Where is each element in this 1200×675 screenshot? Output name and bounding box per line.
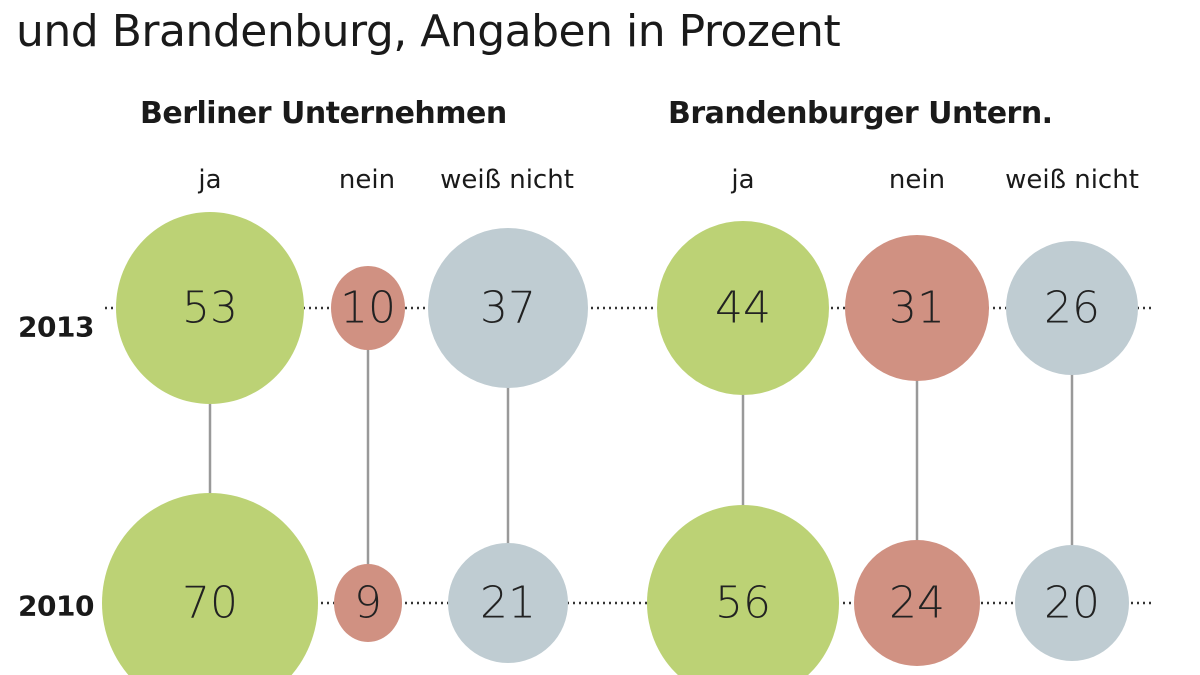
svg-text:53: 53 xyxy=(182,283,238,334)
column-label-brandenburg-weiss-nicht: weiß nicht xyxy=(1005,165,1139,195)
bubble-brandenburg-nein-2010: 24 xyxy=(854,540,980,666)
bubble-berlin-weiss-nicht-2010: 21 xyxy=(448,543,568,663)
bubble-berlin-ja-2013: 53 xyxy=(116,212,304,404)
column-label-berlin-ja: ja xyxy=(198,165,222,195)
bubble-berlin-ja-2010: 70 xyxy=(102,493,318,675)
svg-text:31: 31 xyxy=(889,283,945,334)
svg-text:10: 10 xyxy=(340,283,396,334)
chart-title: und Brandenburg, Angaben in Prozent xyxy=(16,6,841,57)
svg-text:56: 56 xyxy=(715,578,771,629)
year-label-2013: 2013 xyxy=(18,310,94,344)
bubble-brandenburg-ja-2013: 44 xyxy=(657,221,829,395)
bubble-brandenburg-weiss-nicht-2010: 20 xyxy=(1015,545,1129,661)
bubble-berlin-nein-2010: 9 xyxy=(334,564,402,642)
group-title-berlin: Berliner Unternehmen xyxy=(140,96,507,131)
bubble-brandenburg-nein-2013: 31 xyxy=(845,235,989,381)
column-label-berlin-nein: nein xyxy=(338,165,396,195)
group-title-brandenburg: Brandenburger Untern. xyxy=(668,96,1053,131)
column-label-brandenburg-nein: nein xyxy=(888,165,946,195)
svg-text:44: 44 xyxy=(715,283,771,334)
svg-text:24: 24 xyxy=(889,578,945,629)
svg-text:70: 70 xyxy=(182,578,238,629)
bubble-berlin-nein-2013: 10 xyxy=(331,266,405,350)
bubble-berlin-weiss-nicht-2013: 37 xyxy=(428,228,588,388)
bubble-brandenburg-weiss-nicht-2013: 26 xyxy=(1006,241,1138,375)
svg-text:20: 20 xyxy=(1044,578,1100,629)
svg-text:26: 26 xyxy=(1044,283,1100,334)
column-label-brandenburg-ja: ja xyxy=(731,165,755,195)
svg-text:37: 37 xyxy=(480,283,536,334)
svg-text:9: 9 xyxy=(354,578,382,629)
svg-text:21: 21 xyxy=(480,578,536,629)
bubble-brandenburg-ja-2010: 56 xyxy=(647,505,839,675)
column-label-berlin-weiss-nicht: weiß nicht xyxy=(440,165,574,195)
year-label-2010: 2010 xyxy=(18,589,94,623)
